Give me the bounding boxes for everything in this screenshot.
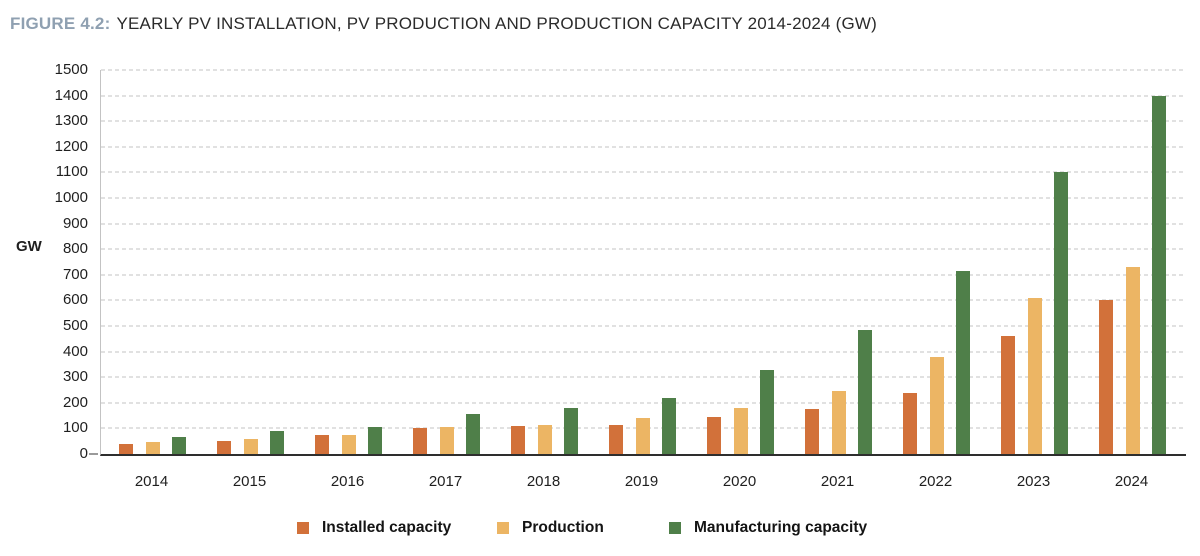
- bar-production-2024: [1125, 267, 1140, 454]
- bar-installed-capacity-2016: [315, 434, 329, 454]
- legend-item-production: Production: [497, 519, 604, 537]
- bar-manufacturing-capacity-2024: [1152, 95, 1166, 454]
- y-tick-label: 800: [62, 240, 88, 258]
- legend-swatch: [497, 522, 509, 534]
- x-tick-label-2014: 2014: [134, 473, 169, 490]
- y-tick-label: 100: [62, 419, 88, 437]
- gridline: [101, 299, 1186, 302]
- bar-production-2021: [831, 391, 846, 454]
- bar-manufacturing-capacity-2022: [956, 270, 970, 454]
- bar-manufacturing-capacity-2021: [858, 329, 872, 454]
- y-tick-label: 1500: [54, 61, 88, 78]
- y-tick-label: 1300: [54, 112, 88, 130]
- y-tick-label: 500: [62, 317, 88, 334]
- gridline: [101, 69, 1186, 71]
- bar-manufacturing-capacity-2020: [760, 369, 774, 454]
- x-tick-label-2024: 2024: [1114, 473, 1149, 490]
- gridline: [101, 145, 1186, 148]
- x-tick-label-2015: 2015: [232, 473, 267, 490]
- x-tick-label-2021: 2021: [820, 473, 855, 490]
- legend-label: Installed capacity: [322, 519, 452, 536]
- bar-installed-capacity-2020: [707, 416, 721, 454]
- gridline: [101, 273, 1186, 276]
- gridline: [101, 325, 1186, 327]
- y-tick-label: 1200: [54, 137, 88, 155]
- bar-manufacturing-capacity-2015: [270, 430, 284, 454]
- legend-item-installed-capacity: Installed capacity: [297, 519, 451, 537]
- x-tick-label-2018: 2018: [526, 473, 561, 490]
- y-tick-label: 600: [62, 291, 88, 309]
- gridline: [101, 171, 1186, 174]
- bar-installed-capacity-2017: [413, 428, 427, 454]
- gridline: [101, 197, 1186, 199]
- bar-production-2020: [733, 407, 748, 454]
- bar-installed-capacity-2022: [903, 392, 917, 454]
- figure-caption: YEARLY PV INSTALLATION, PV PRODUCTION AN…: [116, 14, 877, 33]
- bar-production-2023: [1027, 297, 1042, 454]
- bar-installed-capacity-2015: [217, 441, 231, 454]
- gridline: [101, 376, 1186, 379]
- x-tick-label-2022: 2022: [918, 473, 953, 490]
- bar-manufacturing-capacity-2017: [466, 414, 480, 454]
- y-tick-label: 700: [62, 265, 88, 283]
- plot-area: [100, 69, 1186, 456]
- bar-installed-capacity-2018: [511, 425, 525, 454]
- y-tick-label: 1000: [54, 189, 88, 206]
- bar-production-2018: [537, 424, 552, 454]
- bar-production-2017: [439, 427, 454, 454]
- gridline: [101, 248, 1186, 251]
- y-tick-label: 0: [79, 445, 88, 462]
- y-tick-label: 200: [62, 393, 88, 411]
- gridline: [101, 350, 1186, 353]
- gridline: [101, 401, 1186, 404]
- bar-manufacturing-capacity-2014: [172, 437, 186, 454]
- bar-production-2015: [243, 438, 258, 454]
- bar-manufacturing-capacity-2019: [662, 397, 676, 454]
- gridline: [101, 222, 1186, 225]
- bar-installed-capacity-2019: [609, 424, 623, 454]
- legend-item-manufacturing-capacity: Manufacturing capacity: [669, 519, 867, 537]
- bar-production-2022: [929, 356, 944, 454]
- legend-label: Production: [522, 519, 604, 536]
- bar-manufacturing-capacity-2018: [564, 407, 578, 454]
- y-tick-label: 1400: [54, 86, 88, 104]
- zero-tick-mark: [89, 453, 98, 455]
- gridline: [101, 94, 1186, 97]
- figure-number: FIGURE 4.2:: [10, 14, 111, 33]
- bar-installed-capacity-2014: [119, 443, 133, 454]
- x-tick-label-2020: 2020: [722, 473, 757, 490]
- bar-installed-capacity-2024: [1099, 300, 1113, 454]
- legend-label: Manufacturing capacity: [694, 519, 868, 536]
- x-tick-label-2016: 2016: [330, 473, 365, 490]
- bar-production-2019: [635, 418, 650, 454]
- y-tick-label: 300: [62, 368, 88, 386]
- y-tick-label: 1100: [55, 163, 88, 181]
- gridline: [101, 120, 1186, 123]
- y-axis-title: GW: [16, 238, 42, 255]
- x-tick-label-2019: 2019: [624, 473, 659, 490]
- bar-production-2016: [341, 434, 356, 454]
- legend-swatch: [297, 522, 309, 534]
- x-tick-label-2017: 2017: [428, 473, 463, 490]
- bar-manufacturing-capacity-2023: [1054, 172, 1068, 454]
- y-tick-label: 400: [62, 342, 88, 360]
- bar-production-2014: [145, 442, 160, 454]
- bar-installed-capacity-2023: [1001, 336, 1015, 454]
- bar-installed-capacity-2021: [805, 409, 819, 454]
- legend-swatch: [669, 522, 681, 534]
- bar-manufacturing-capacity-2016: [368, 427, 382, 454]
- x-tick-label-2023: 2023: [1016, 473, 1051, 490]
- y-tick-label: 900: [62, 214, 88, 232]
- figure-title: FIGURE 4.2: YEARLY PV INSTALLATION, PV PR…: [10, 14, 877, 34]
